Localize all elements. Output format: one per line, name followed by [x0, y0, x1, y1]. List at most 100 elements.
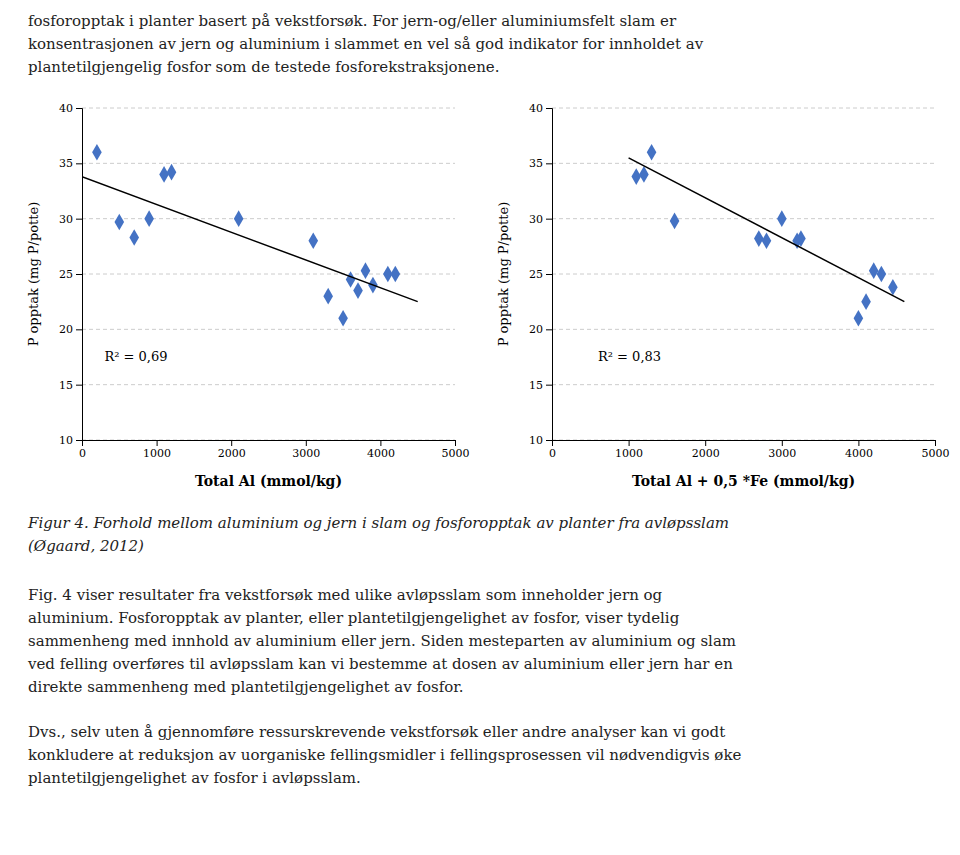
y-tick-label: 35 — [59, 157, 73, 170]
point — [861, 293, 871, 310]
y-tick: 40 — [529, 102, 552, 115]
point — [670, 213, 680, 230]
y-tick-label: 10 — [59, 434, 73, 447]
y-tick-mark — [76, 219, 82, 220]
x-tick-mark — [935, 440, 936, 446]
x-tick-label: 1000 — [143, 447, 171, 460]
y-tick-mark — [76, 274, 82, 275]
plot-area — [82, 144, 418, 327]
grid-line — [82, 108, 455, 109]
point — [308, 232, 318, 249]
grid-line — [552, 163, 935, 164]
trend-line — [629, 158, 905, 302]
x-tick-mark — [629, 440, 630, 446]
x-tick-mark — [782, 440, 783, 446]
point — [167, 164, 177, 181]
point — [353, 282, 363, 299]
point — [114, 214, 124, 231]
y-tick-label: 15 — [59, 379, 73, 392]
y-tick: 30 — [59, 213, 82, 226]
x-tick: 5000 — [442, 440, 470, 460]
plot-area — [629, 144, 905, 327]
paragraph-line-block: Fig. 4 viser resultater fra vekstforsøk … — [27, 586, 736, 696]
page: fosforopptak i planter basert på vekstfo… — [0, 0, 960, 855]
y-tick: 10 — [529, 434, 552, 447]
x-tick: 3000 — [292, 440, 320, 460]
x-tick: 1000 — [143, 440, 171, 460]
paragraph-line: plantetilgjengelighet av fosfor i avløps… — [28, 769, 361, 787]
y-tick-label: 20 — [59, 323, 73, 336]
x-axis-line — [553, 441, 936, 447]
y-tick-label: 40 — [59, 102, 73, 115]
y-tick: 15 — [529, 379, 552, 392]
paragraph-line: Fig. 4 viser resultater fra vekstforsøk … — [28, 586, 663, 604]
x-tick-label: 1000 — [615, 447, 643, 460]
paragraph-line: konkludere at reduksjon av uorganiske fe… — [28, 746, 741, 764]
x-tick-mark — [231, 440, 232, 446]
point — [762, 232, 772, 249]
y-tick: 35 — [59, 157, 82, 170]
x-axis: 010002000300040005000 — [549, 440, 950, 460]
point — [144, 210, 154, 227]
y-tick-label: 10 — [529, 434, 543, 447]
x-tick-label: 5000 — [922, 447, 950, 460]
annotation: R² = 0,69 — [104, 349, 167, 364]
point — [777, 210, 787, 227]
x-tick: 0 — [79, 440, 86, 460]
caption-line: (Øgaard, 2012) — [28, 537, 144, 555]
x-tick-label: 5000 — [442, 447, 470, 460]
point — [346, 271, 356, 288]
point — [796, 230, 806, 247]
point — [391, 266, 401, 283]
point — [631, 168, 641, 185]
intro-line: konsentrasjonen av jern og aluminium i s… — [28, 35, 704, 53]
y-axis: 10152025303540 — [529, 102, 553, 447]
point — [647, 144, 657, 161]
x-tick-label: 3000 — [292, 447, 320, 460]
point — [361, 262, 371, 279]
x-tick: 2000 — [218, 440, 246, 460]
chart: 01000200030004000500010152025303540Total… — [26, 102, 470, 489]
grid-line — [82, 163, 455, 164]
y-axis-title: P opptak (mg P/potte) — [496, 202, 511, 347]
y-tick-label: 40 — [529, 102, 543, 115]
point — [338, 310, 348, 327]
y-tick-mark — [546, 163, 552, 164]
y-tick-mark — [76, 163, 82, 164]
y-tick-label: 15 — [529, 379, 543, 392]
y-tick-mark — [546, 440, 552, 441]
x-tick-mark — [306, 440, 307, 446]
point — [877, 266, 887, 283]
y-tick-mark — [76, 440, 82, 441]
y-axis-line — [76, 109, 83, 441]
y-tick-label: 20 — [529, 323, 543, 336]
point — [234, 210, 244, 227]
paragraph-line: direkte sammenheng med plantetilgjengeli… — [28, 678, 464, 696]
y-tick-label: 30 — [59, 213, 73, 226]
intro-line: fosforopptak i planter basert på vekstfo… — [28, 12, 677, 30]
intro-line: plantetilgjengelig fosfor som de testede… — [28, 58, 499, 76]
y-tick: 20 — [59, 323, 82, 336]
chart: 01000200030004000500010152025303540Total… — [496, 102, 950, 489]
x-tick: 0 — [549, 440, 556, 460]
x-tick-mark — [455, 440, 456, 446]
paragraph-line: aluminium. Fosforopptak av planter, elle… — [28, 609, 680, 627]
y-tick-label: 30 — [529, 213, 543, 226]
x-tick-label: 2000 — [218, 447, 246, 460]
y-axis-line — [546, 109, 553, 441]
x-tick-mark — [705, 440, 706, 446]
y-tick: 40 — [59, 102, 82, 115]
y-tick: 20 — [529, 323, 552, 336]
x-axis-line — [83, 441, 456, 447]
grid-line — [82, 218, 455, 219]
grid — [552, 108, 935, 440]
x-tick: 4000 — [845, 440, 873, 460]
x-tick-label: 0 — [79, 447, 86, 460]
x-tick-label: 0 — [549, 447, 556, 460]
x-tick-label: 4000 — [367, 447, 395, 460]
y-axis-title: P opptak (mg P/potte) — [26, 202, 41, 347]
x-tick-mark — [380, 440, 381, 446]
y-tick: 15 — [59, 379, 82, 392]
y-tick-mark — [546, 329, 552, 330]
x-tick-label: 2000 — [692, 447, 720, 460]
